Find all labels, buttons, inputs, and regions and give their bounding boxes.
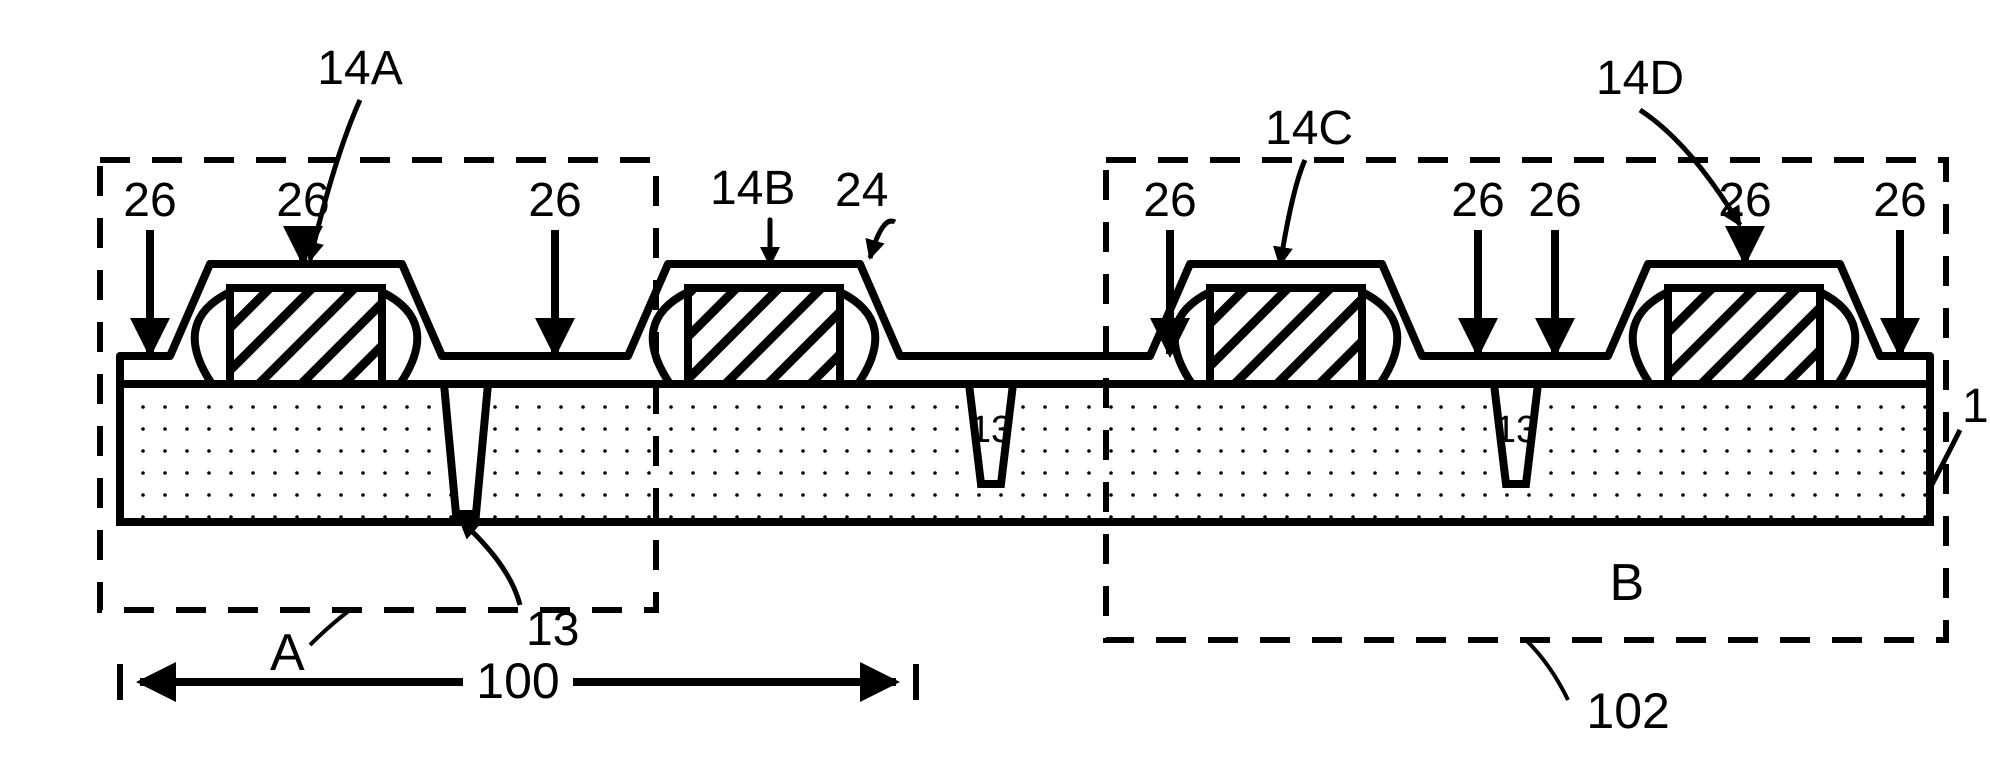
gate-14B xyxy=(688,288,840,384)
spacer-right xyxy=(1362,292,1397,384)
region-102-hook xyxy=(1526,640,1568,700)
label-14C: 14C xyxy=(1265,102,1353,155)
spacer-left xyxy=(1175,292,1210,384)
label-12: 12 xyxy=(1962,380,1990,433)
label-26: 26 xyxy=(1143,174,1196,227)
spacer-left xyxy=(1633,292,1668,384)
label-26: 26 xyxy=(1873,174,1926,227)
label-26: 26 xyxy=(1528,174,1581,227)
trench-label: 13 xyxy=(1495,409,1537,451)
region-a-hook xyxy=(310,610,350,645)
gate-14C xyxy=(1210,288,1362,384)
label-14A: 14A xyxy=(317,42,402,95)
trench-label: 13 xyxy=(970,409,1012,451)
gate-14A xyxy=(230,288,382,384)
region-a-label: A xyxy=(270,624,305,682)
label-100: 100 xyxy=(476,653,559,709)
region-b-label: B xyxy=(1609,554,1644,612)
label-26: 26 xyxy=(528,174,581,227)
isolation-trench xyxy=(444,384,488,514)
label-102: 102 xyxy=(1586,683,1669,739)
spacer-right xyxy=(382,292,417,384)
label-26: 26 xyxy=(1451,174,1504,227)
label-24: 24 xyxy=(835,164,888,217)
spacer-right xyxy=(840,292,875,384)
gate-14D xyxy=(1668,288,1820,384)
label-14B: 14B xyxy=(710,162,795,215)
substrate-layer xyxy=(120,384,1930,522)
spacer-left xyxy=(195,292,230,384)
label-14D: 14D xyxy=(1596,52,1684,105)
callout-14C xyxy=(1280,160,1305,265)
callout-24 xyxy=(870,221,895,258)
spacer-right xyxy=(1820,292,1855,384)
label-13: 13 xyxy=(526,603,579,656)
label-26: 26 xyxy=(123,174,176,227)
trench-13-leader xyxy=(460,520,520,605)
